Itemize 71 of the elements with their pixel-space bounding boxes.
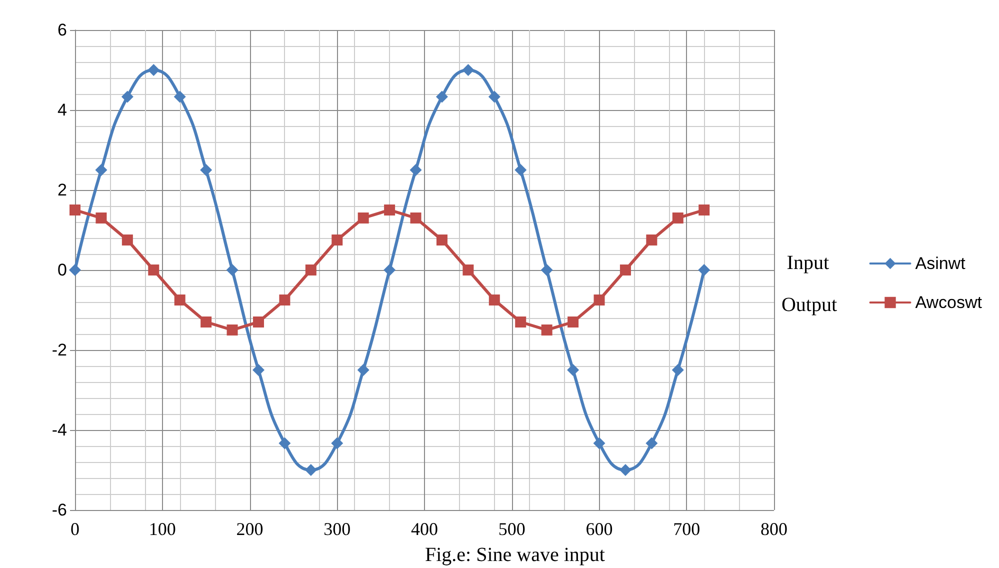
text: Output — [781, 294, 838, 316]
point — [305, 264, 316, 276]
x-tick-label: 200 — [236, 519, 264, 539]
point — [200, 164, 212, 176]
point — [226, 324, 238, 336]
point — [410, 164, 422, 176]
x-tick-label: 300 — [324, 519, 351, 539]
point — [121, 90, 134, 103]
point — [174, 90, 186, 103]
point — [95, 164, 108, 176]
x-tick-label: 800 — [760, 519, 788, 539]
x-tick-label: 0 — [70, 519, 80, 539]
y-tick-label: -2 — [52, 340, 67, 360]
text: Fig.e: Sine wave input — [425, 544, 606, 566]
point — [672, 212, 684, 224]
point — [252, 364, 264, 376]
point — [515, 316, 526, 328]
point — [332, 234, 343, 246]
y-tick-label: 2 — [58, 180, 67, 200]
point — [174, 294, 186, 306]
point — [384, 204, 396, 216]
text: Input — [786, 252, 830, 274]
point — [358, 212, 369, 224]
x-tick-label: 100 — [148, 519, 176, 539]
point — [646, 234, 658, 246]
point — [488, 90, 500, 103]
y-tick-label: -4 — [52, 420, 67, 440]
point — [436, 234, 448, 246]
point — [69, 264, 81, 276]
point — [619, 464, 632, 476]
point — [594, 294, 605, 306]
point — [462, 264, 474, 276]
point — [646, 437, 658, 450]
point — [410, 212, 422, 224]
x-tick-label: 700 — [673, 519, 700, 539]
point — [96, 212, 107, 224]
point — [567, 364, 580, 376]
x-tick-label: 500 — [498, 519, 526, 539]
point — [226, 264, 238, 276]
x-tick-label: 400 — [411, 519, 438, 539]
point — [462, 64, 474, 76]
point — [488, 294, 500, 306]
point — [672, 364, 684, 376]
y-tick-label: 0 — [58, 260, 67, 280]
point — [279, 294, 290, 306]
point — [514, 164, 527, 176]
point — [541, 324, 552, 336]
point — [568, 316, 579, 328]
point — [436, 90, 448, 103]
point — [304, 464, 317, 476]
y-tick-label: 4 — [58, 100, 67, 120]
point — [357, 364, 370, 376]
x-tick-label: 600 — [586, 519, 613, 539]
point — [331, 437, 344, 450]
point — [122, 234, 133, 246]
point — [278, 437, 291, 450]
point — [200, 316, 212, 328]
point — [384, 264, 396, 276]
point — [70, 204, 80, 216]
point — [620, 264, 631, 276]
point — [148, 264, 160, 276]
point — [540, 264, 553, 276]
point — [148, 64, 160, 76]
point — [593, 437, 606, 450]
point — [698, 204, 710, 216]
point — [252, 316, 264, 328]
y-tick-label: 6 — [58, 20, 67, 40]
y-tick-label: -6 — [52, 500, 67, 520]
point — [698, 264, 710, 276]
legend-label: Asinwt — [915, 254, 966, 273]
legend-label: Awcoswt — [915, 293, 982, 312]
